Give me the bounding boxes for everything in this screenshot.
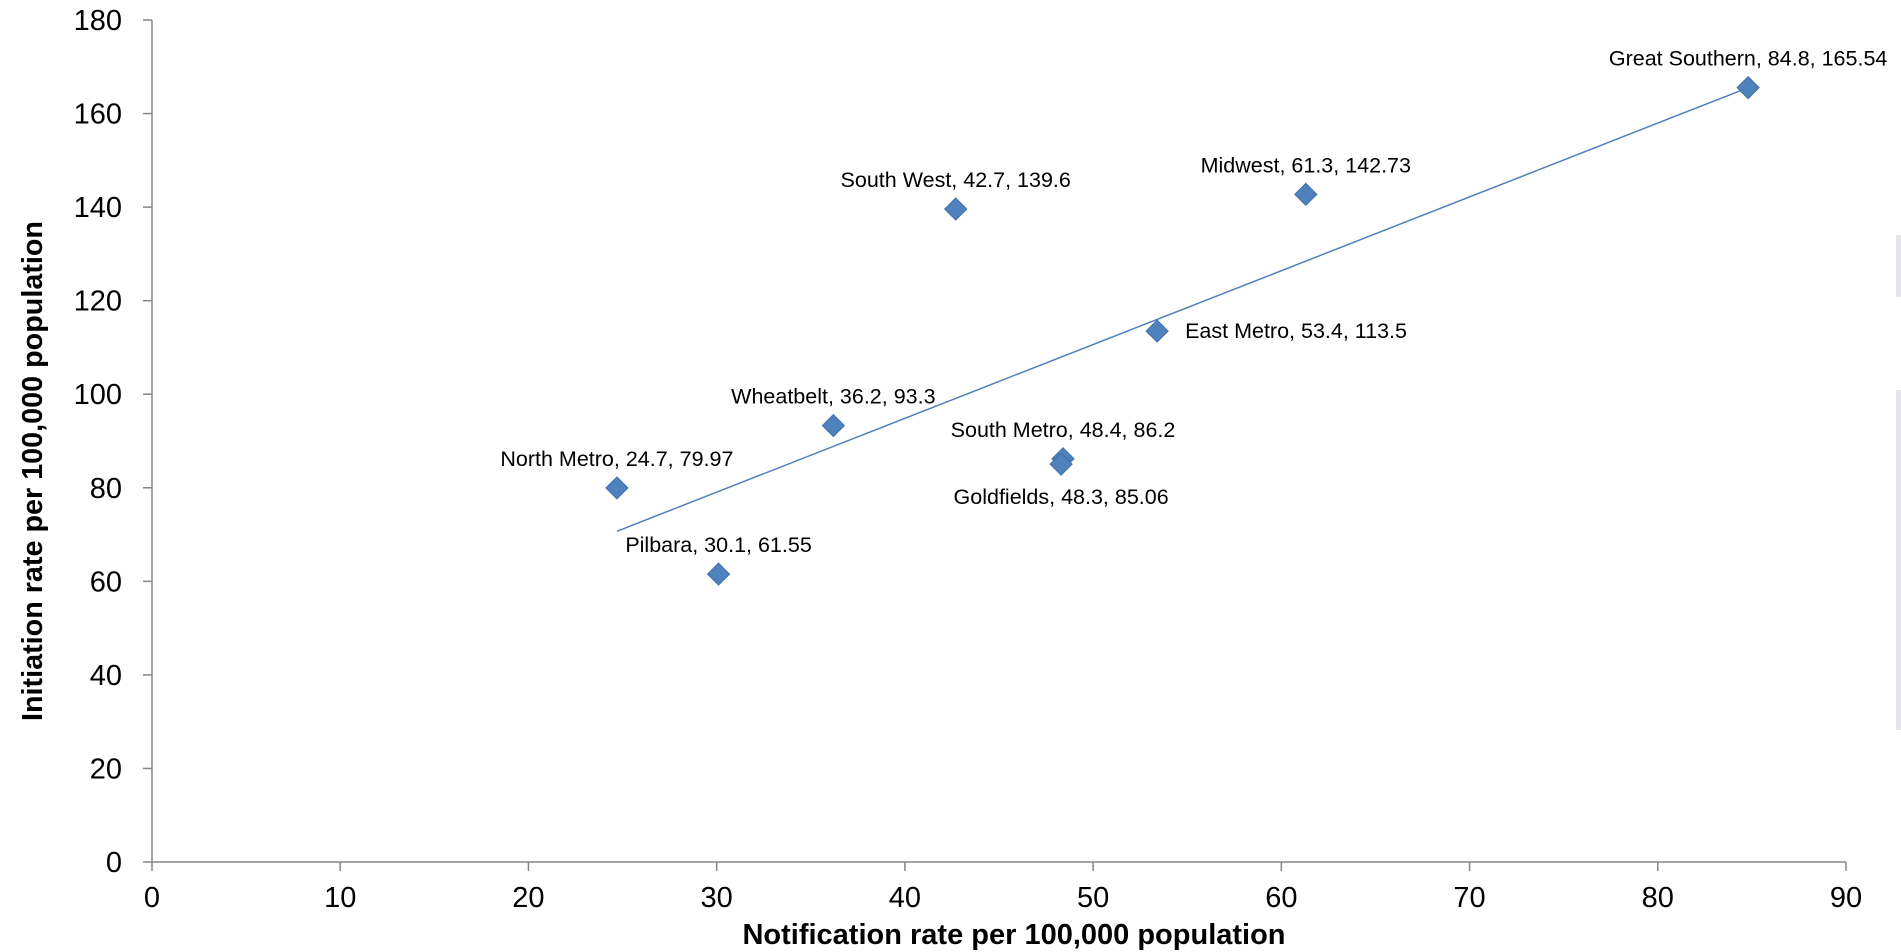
data-label-great-southern: Great Southern, 84.8, 165.54 [1609,47,1888,71]
x-tick-label: 50 [1077,882,1109,914]
y-tick-label: 80 [90,473,122,505]
x-tick-label: 30 [701,882,733,914]
x-tick-label: 20 [512,882,544,914]
y-tick-label: 0 [106,847,122,879]
y-tick-label: 160 [74,99,122,131]
data-labels: North Metro, 24.7, 79.97 Pilbara, 30.1, 6… [500,47,1887,557]
data-label-midwest: Midwest, 61.3, 142.73 [1201,153,1411,177]
y-tick-label: 40 [90,660,122,692]
data-point-north-metro [605,476,629,500]
x-tick-label: 40 [889,882,921,914]
x-tick-label: 60 [1265,882,1297,914]
data-point-east-metro [1145,319,1169,343]
y-axis-title: Initiation rate per 100,000 population [17,221,49,721]
data-label-east-metro: East Metro, 53.4, 113.5 [1185,319,1407,343]
data-point-great-southern [1736,75,1760,100]
right-edge-panel-fragment [1896,235,1901,297]
right-edge-panel-fragment [1896,390,1901,730]
data-label-south-west: South West, 42.7, 139.6 [841,168,1071,192]
y-tick-label: 100 [74,379,122,411]
data-point-wheatbelt [821,413,846,438]
y-tick-label: 60 [90,566,122,598]
x-tick-label: 70 [1453,882,1485,914]
data-label-goldfields: Goldfields, 48.3, 85.06 [954,485,1169,509]
trendline-group [616,86,1749,532]
y-tick-label: 180 [74,5,122,37]
data-label-south-metro: South Metro, 48.4, 86.2 [951,418,1176,442]
data-point-goldfields [1049,452,1073,476]
x-tick-label: 90 [1830,882,1862,914]
x-tick-label: 10 [324,882,356,914]
data-label-north-metro: North Metro, 24.7, 79.97 [500,447,733,471]
x-tick-label: 0 [144,882,160,914]
y-tick-label: 20 [90,753,122,785]
data-point-pilbara [706,562,731,586]
linear-trendline [616,86,1749,532]
axes: 0 20 40 60 80 100 120 140 160 180 0 10 20 30 40 50 60 70 8… [74,5,1863,914]
data-label-pilbara: Pilbara, 30.1, 61.55 [625,533,812,557]
data-point-south-west [944,197,968,221]
data-point-midwest [1294,182,1318,207]
x-tick-label: 80 [1642,882,1674,914]
x-axis-title: Notification rate per 100,000 population [742,919,1285,951]
data-label-wheatbelt: Wheatbelt, 36.2, 93.3 [731,385,935,409]
y-tick-label: 140 [74,192,122,224]
y-tick-label: 120 [74,286,122,318]
data-points [605,75,1760,586]
